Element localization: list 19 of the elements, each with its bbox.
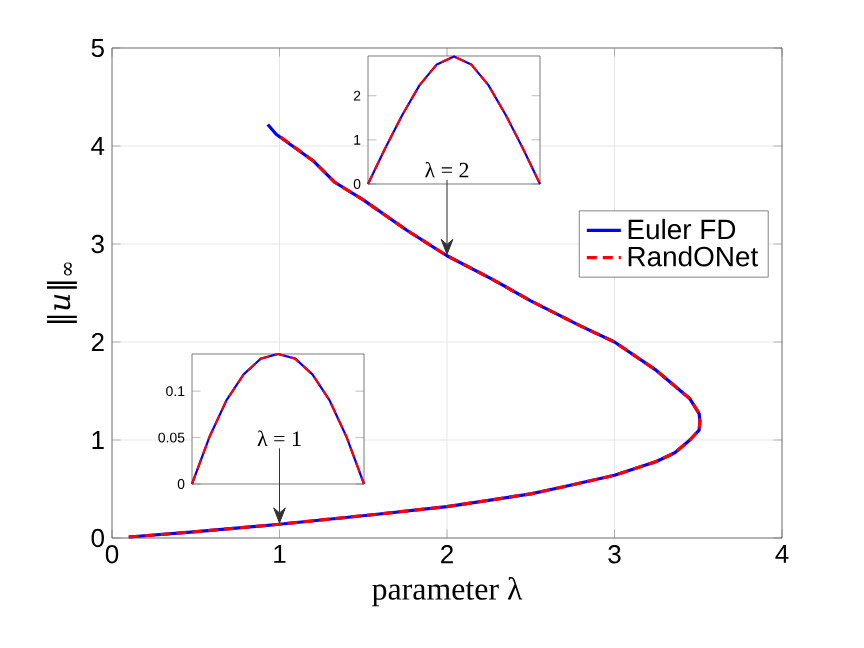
x-tick-label: 1 <box>274 545 286 563</box>
y-tick-label: 2 <box>91 332 104 352</box>
annotation: λ = 2 <box>425 161 469 178</box>
y-axis-title: ‖u‖$_{∞}$ <box>46 262 77 323</box>
line-series <box>190 352 366 486</box>
x-tick-label: 2 <box>441 545 453 564</box>
y-tick-label: 3 <box>91 234 104 254</box>
x-tick-label: 0 <box>105 545 119 564</box>
annotation: λ = 1 <box>257 430 301 446</box>
y-tick-label: 4 <box>91 137 105 155</box>
x-tick-label: 3 <box>608 545 621 564</box>
legend-label: Euler FD <box>628 218 736 240</box>
x-axis-title: parameter λ <box>372 577 523 607</box>
x-tick-label: 4 <box>775 545 789 563</box>
y-tick-label: 0 <box>91 528 104 548</box>
legend-label: RandONet <box>628 245 759 267</box>
y-tick-label: 1 <box>92 431 104 449</box>
y-tick-label: 5 <box>91 38 104 58</box>
line-series <box>366 55 542 186</box>
